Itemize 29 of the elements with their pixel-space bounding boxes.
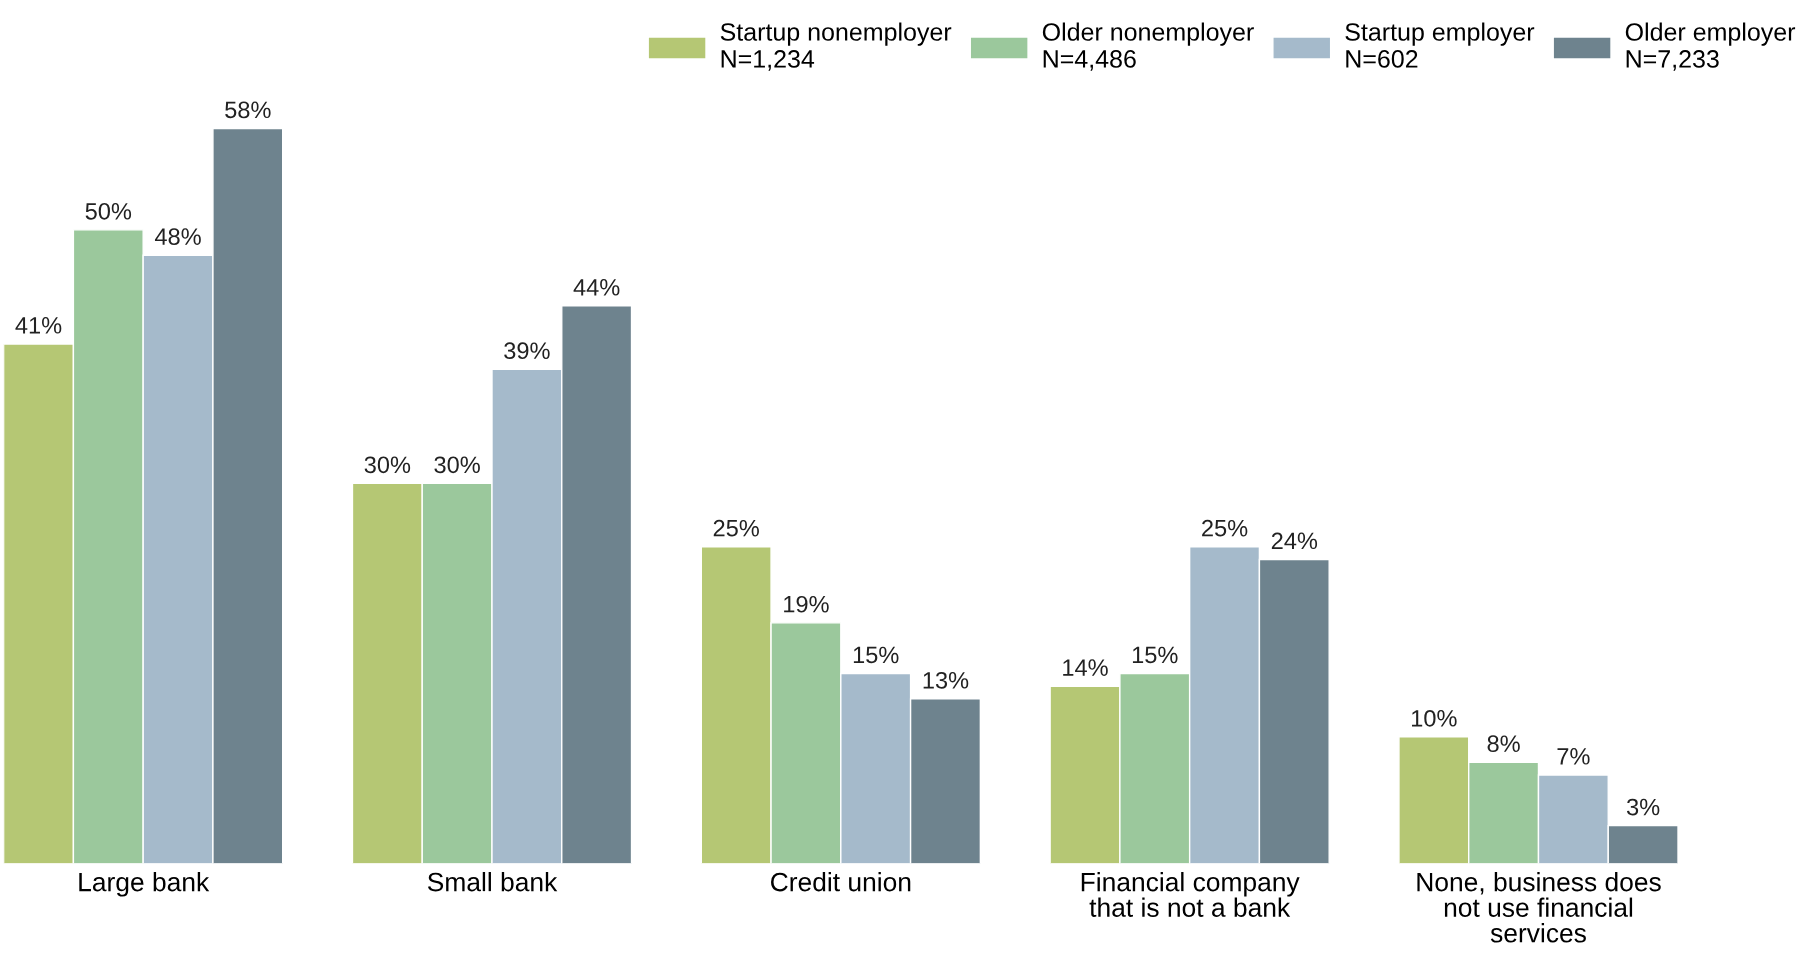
legend-label: Older employer N=7,233 bbox=[1625, 22, 1796, 71]
data-label: 10% bbox=[1412, 709, 1457, 727]
data-label: 8% bbox=[1487, 735, 1520, 753]
legend-label: Startup employer N=602 bbox=[1345, 22, 1535, 68]
x-tick-label: None, business does not use financial services bbox=[1417, 872, 1661, 943]
x-tick-label: Financial company that is not a bank bbox=[1081, 872, 1300, 917]
data-label: 30% bbox=[434, 456, 480, 474]
data-label: 3% bbox=[1626, 798, 1660, 816]
data-label: 39% bbox=[504, 342, 550, 360]
legend-label: Older nonemployer N=4,486 bbox=[1042, 22, 1254, 71]
data-label: 7% bbox=[1557, 748, 1590, 765]
data-label: 25% bbox=[1202, 519, 1248, 537]
data-label: 30% bbox=[364, 456, 411, 474]
x-tick-label: Large bank bbox=[79, 872, 210, 897]
data-label: 50% bbox=[85, 202, 132, 220]
legend-label: Startup nonemployer N=1,234 bbox=[720, 22, 952, 71]
data-label: 25% bbox=[713, 519, 759, 537]
data-label: 14% bbox=[1063, 659, 1108, 676]
data-label: 41% bbox=[15, 317, 62, 334]
data-label: 15% bbox=[1132, 646, 1178, 664]
data-label: 48% bbox=[154, 228, 201, 245]
data-label: 19% bbox=[784, 595, 829, 613]
data-label: 44% bbox=[573, 279, 620, 296]
data-label: 58% bbox=[225, 101, 271, 119]
x-tick-label: Credit union bbox=[771, 872, 911, 892]
data-label: 15% bbox=[853, 646, 899, 664]
data-label: 13% bbox=[923, 671, 969, 689]
data-label: 24% bbox=[1271, 532, 1318, 550]
x-tick-label: Small bank bbox=[427, 872, 558, 892]
